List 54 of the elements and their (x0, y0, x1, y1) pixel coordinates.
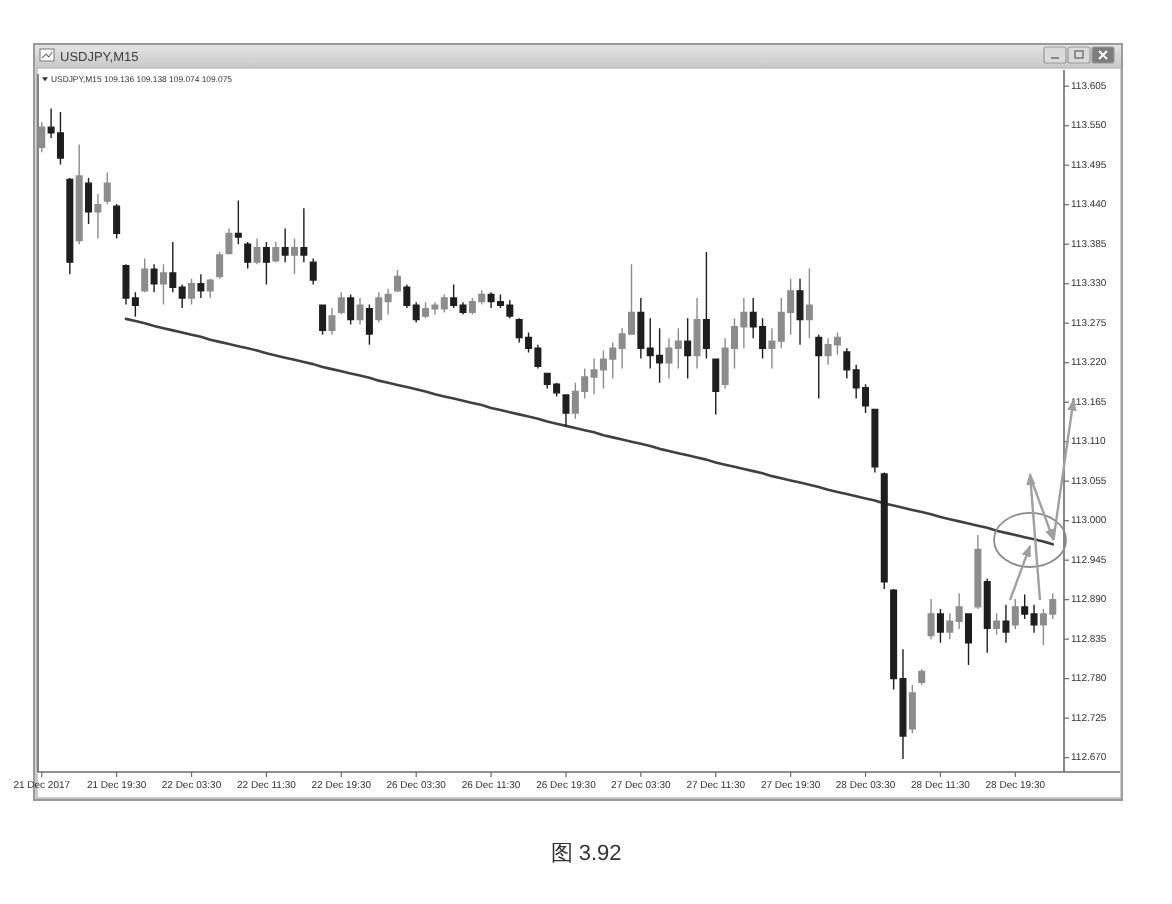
candlestick (712, 357, 720, 416)
candlestick (159, 263, 167, 306)
candlestick (225, 227, 233, 255)
candlestick (141, 257, 149, 293)
candlestick (1002, 603, 1010, 644)
candlestick (422, 301, 430, 319)
candlestick (309, 257, 317, 286)
candlestick (66, 177, 74, 276)
candlestick (365, 303, 373, 346)
candlestick (103, 171, 111, 205)
candlestick (38, 121, 46, 153)
candlestick (965, 612, 973, 666)
candlestick (216, 251, 224, 280)
candlestick (693, 297, 701, 370)
candlestick (56, 111, 64, 166)
candlestick (206, 277, 214, 299)
candlestick (983, 578, 991, 654)
candlestick (291, 237, 298, 276)
candlestick (113, 203, 121, 240)
candlestick (244, 241, 252, 270)
candlestick (1011, 598, 1019, 630)
candlestick (281, 227, 289, 263)
candlestick (262, 241, 270, 286)
candlestick (936, 608, 944, 644)
candlestick (815, 333, 823, 400)
candlestick (993, 612, 1001, 636)
candlestick (300, 207, 308, 263)
candlestick (908, 684, 916, 734)
candlestick (188, 277, 196, 306)
candlestick (393, 269, 401, 293)
candlestick (347, 293, 355, 326)
candlestick (253, 237, 261, 265)
candlestick (328, 307, 336, 336)
candlestick (702, 251, 710, 360)
caption: 图 3.92 (550, 842, 622, 866)
candlestick (272, 241, 280, 263)
candlestick (150, 263, 158, 293)
candlestick (562, 393, 570, 428)
candlestick (796, 277, 804, 346)
candlestick (880, 471, 888, 590)
candlestick (94, 193, 102, 240)
candlestick (684, 317, 692, 380)
candlestick (197, 273, 205, 299)
candlestick (85, 177, 93, 225)
candlestick (75, 143, 83, 245)
candlestick (871, 407, 879, 474)
candlestick (927, 598, 935, 640)
candlestick (337, 291, 345, 316)
candlestick (805, 267, 813, 339)
candlestick (974, 534, 982, 610)
candlestick (234, 199, 242, 245)
candlestick (319, 303, 327, 336)
candlestick (918, 668, 926, 686)
candlestick (356, 297, 364, 326)
